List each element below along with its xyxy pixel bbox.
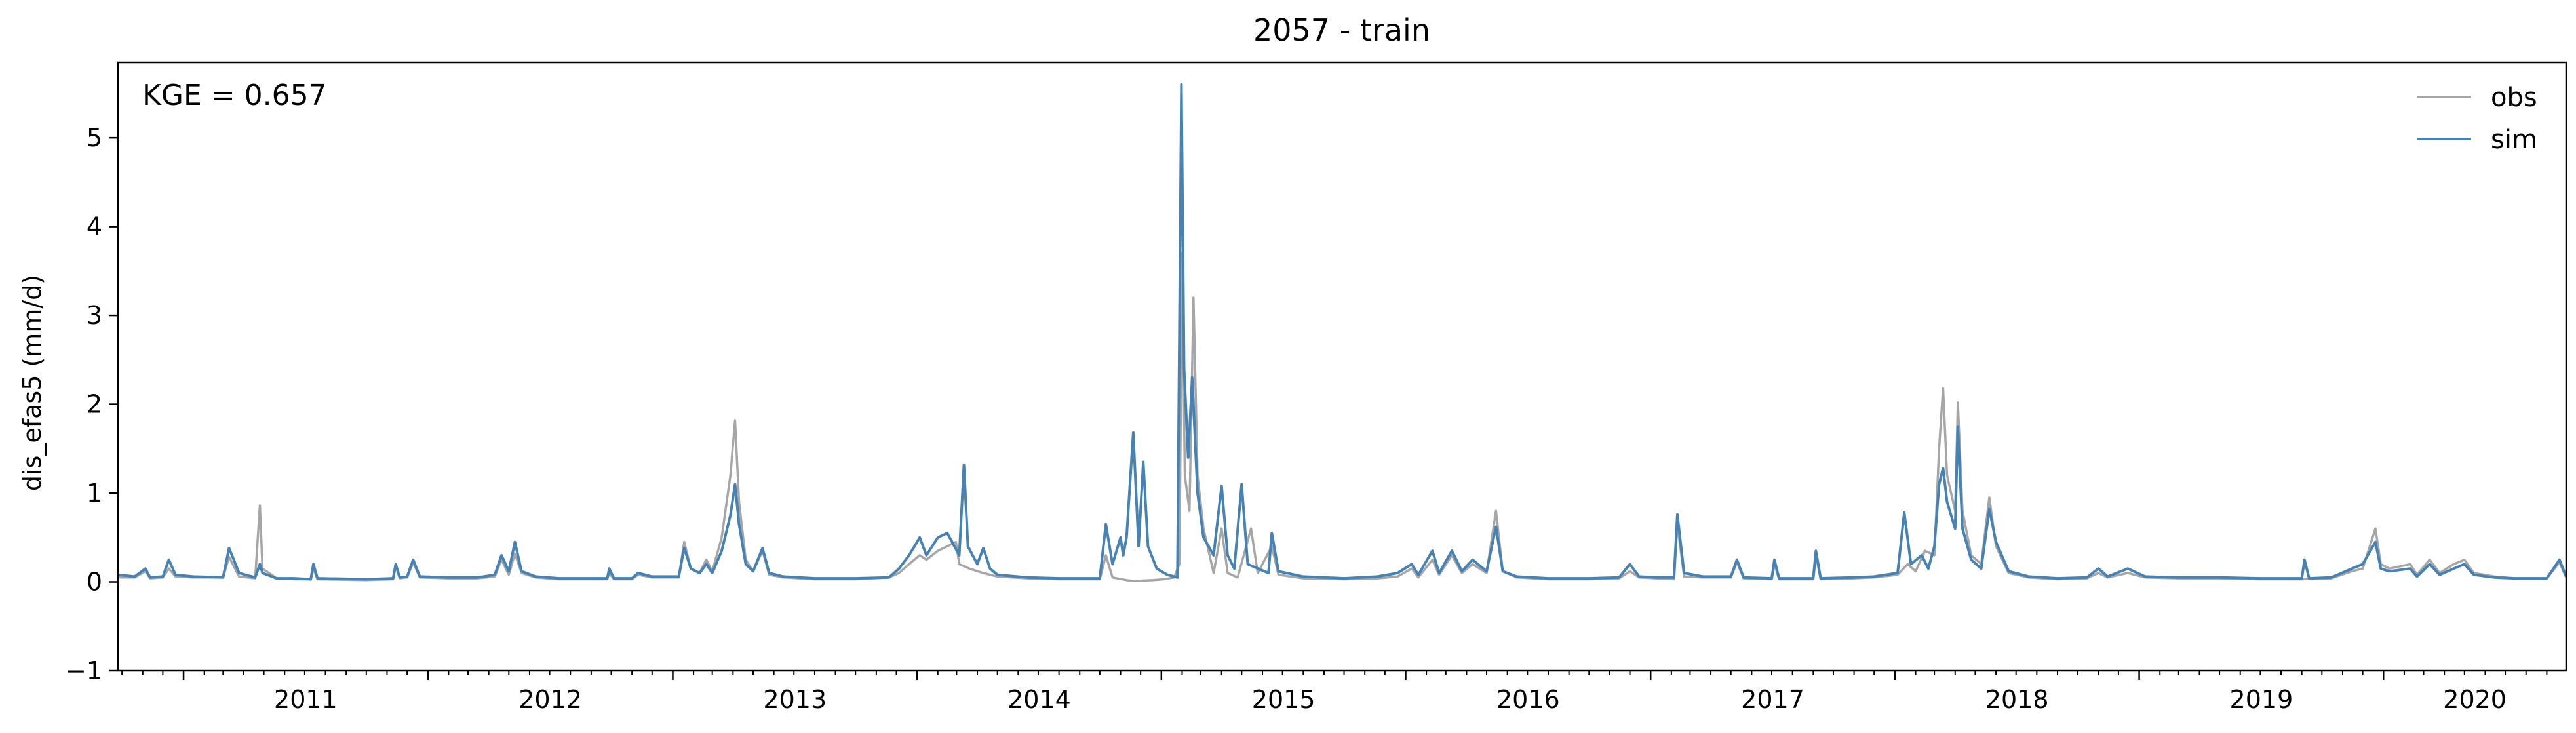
chart-title: 2057 - train [1253,12,1430,48]
x-tick-label: 2014 [1007,685,1071,714]
y-tick-label: 0 [87,568,102,597]
legend-obs-label: obs [2491,83,2537,113]
y-axis-label: dis_efas5 (mm/d) [18,275,47,491]
plot-area [117,61,2567,672]
y-tick-label: −1 [66,656,102,685]
y-axis: −1 0 1 2 3 4 5 [66,123,118,685]
kge-annotation: KGE = 0.657 [142,79,327,112]
x-axis: 2011 2012 2013 2014 2015 2016 2017 2018 2019 2020 [121,671,2548,714]
x-tick-label: 2015 [1252,685,1316,714]
x-tick-label: 2019 [2230,685,2293,714]
legend: obs sim [2417,83,2537,155]
y-tick-label: 3 [87,301,102,330]
x-tick-label: 2020 [2443,685,2507,714]
x-tick-label: 2011 [274,685,338,714]
y-tick-label: 5 [87,123,102,152]
y-tick-label: 1 [87,479,102,507]
x-tick-label: 2013 [763,685,827,714]
x-tick-label: 2018 [1985,685,2049,714]
plot-frame [117,61,2567,672]
series-line-sim [118,83,2566,581]
x-tick-label: 2016 [1496,685,1560,714]
x-tick-label: 2017 [1741,685,1805,714]
series-layer [118,83,2566,582]
y-tick-label: 2 [87,390,102,419]
y-tick-label: 4 [87,212,102,241]
x-tick-label: 2012 [518,685,582,714]
legend-sim-label: sim [2491,125,2537,155]
